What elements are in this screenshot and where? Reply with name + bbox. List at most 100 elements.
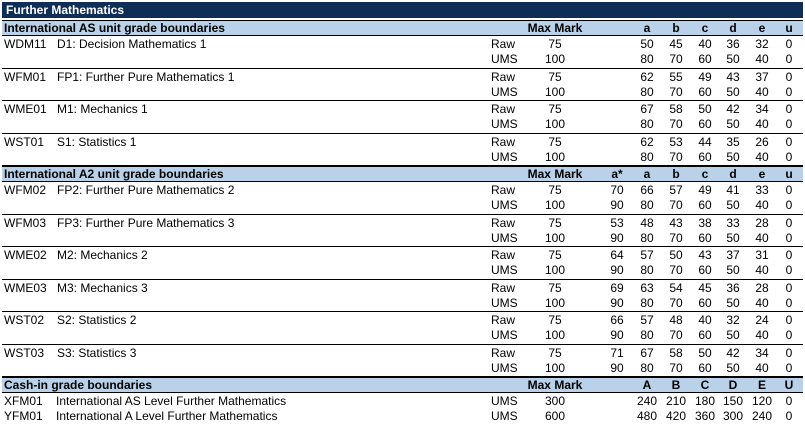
grade-boundary: 40: [755, 52, 769, 66]
raw-line: WFM01 FP1: Further Pure Mathematics 1 Raw 7…: [2, 70, 803, 85]
max-mark: 100: [544, 360, 566, 375]
grade-boundary: 50: [726, 328, 740, 342]
unit-code: WME02: [4, 248, 47, 262]
grade-boundary: 70: [669, 52, 683, 66]
grade-header: A: [642, 378, 652, 392]
grade-boundary: 0: [785, 102, 793, 116]
grade-boundary: 38: [698, 215, 712, 230]
grade-boundary: 58: [669, 345, 683, 360]
ums-line: UMS 100 90 80 70 60 50 40 0: [2, 361, 803, 376]
grade-header: b: [672, 167, 680, 181]
grade-boundary: 42: [726, 345, 740, 360]
grade-boundary: 34: [755, 102, 769, 116]
grade-boundary: 120: [751, 394, 773, 408]
grade-boundary: 40: [755, 84, 769, 99]
grade-boundary: 90: [610, 360, 624, 375]
mark-type: Raw: [491, 183, 516, 197]
grade-boundary: 40: [755, 117, 769, 131]
grade-header: E: [757, 378, 766, 392]
unit-name: FP3: Further Pure Mathematics 3: [57, 215, 235, 230]
grade-boundary: 50: [698, 102, 712, 116]
grade-boundary: 60: [698, 84, 712, 99]
grade-boundary: 40: [755, 198, 769, 212]
mark-type: Raw: [491, 102, 516, 116]
cashin-line: XFM01 International AS Level Further Math…: [2, 394, 803, 409]
grade-boundary: 0: [785, 345, 793, 360]
grade-boundary: 53: [669, 134, 683, 149]
unit-row: WFM03 FP3: Further Pure Mathematics 3 Raw 7…: [2, 215, 803, 247]
unit-name: S3: Statistics 3: [57, 345, 137, 360]
grade-boundary: 50: [726, 263, 740, 277]
grade-boundary: 0: [785, 280, 793, 295]
grade-boundary: 48: [669, 313, 683, 327]
grade-boundary: 44: [698, 134, 712, 149]
mark-type: UMS: [491, 409, 518, 423]
max-mark-header: Max Mark: [527, 21, 583, 35]
grade-header: a*: [611, 167, 623, 181]
grade-boundary: 0: [785, 134, 793, 149]
unit-row: WDM11 D1: Decision Mathematics 1 Raw 75 50 45…: [2, 36, 803, 69]
grade-boundary: 60: [698, 263, 712, 277]
mark-type: UMS: [491, 52, 518, 66]
grade-boundary: 90: [610, 198, 624, 212]
raw-line: WME01 M1: Mechanics 1 Raw 75 67 58 50 42 34 0: [2, 102, 803, 117]
grade-boundary: 60: [698, 328, 712, 342]
max-mark-header: Max Mark: [527, 167, 583, 181]
grade-boundary: 58: [669, 102, 683, 116]
raw-line: WME03 M3: Mechanics 3 Raw 75 69 63 54 45 36 28 0: [2, 281, 803, 296]
unit-row: WFM02 FP2: Further Pure Mathematics 2 Raw 7…: [2, 182, 803, 215]
qualification-code: YFM01: [4, 409, 43, 423]
max-mark: 75: [548, 345, 562, 360]
grade-boundary: 40: [755, 360, 769, 375]
max-mark: 100: [544, 84, 566, 99]
grade-boundary: 80: [640, 198, 654, 212]
unit-row: WME02 M2: Mechanics 2 Raw 75 64 57 50 43 37 31 0 UM…: [2, 247, 803, 280]
grade-boundary: 0: [785, 198, 793, 212]
ums-line: UMS 100 90 80 70 60 50 40 0: [2, 231, 803, 246]
max-mark: 100: [544, 117, 566, 131]
grade-boundary: 45: [698, 280, 712, 295]
grade-boundary: 70: [669, 328, 683, 342]
max-mark: 100: [544, 198, 566, 212]
mark-type: UMS: [491, 328, 518, 342]
grade-boundary: 60: [698, 198, 712, 212]
section-header: Cash-in grade boundaries Max Mark A B C D E U: [2, 377, 803, 393]
grade-boundary: 28: [755, 280, 769, 295]
qualification-name: International AS Level Further Mathemati…: [56, 394, 287, 408]
grade-boundary: 90: [610, 295, 624, 310]
grade-boundary: 40: [755, 230, 769, 245]
grade-boundary: 48: [640, 215, 654, 230]
max-mark: 75: [548, 183, 562, 197]
unit-name: FP1: Further Pure Mathematics 1: [57, 69, 235, 84]
grade-boundaries-document: Further Mathematics International AS uni…: [2, 2, 803, 423]
cashin-rows: XFM01 International AS Level Further Math…: [2, 393, 803, 423]
max-mark: 75: [548, 37, 562, 51]
grade-boundary: 43: [669, 215, 683, 230]
grade-header: u: [785, 167, 793, 181]
grade-boundary: 40: [755, 328, 769, 342]
grade-boundary: 300: [722, 409, 744, 423]
grade-boundary: 28: [755, 215, 769, 230]
grade-boundary: 53: [610, 215, 624, 230]
grade-boundary: 50: [726, 230, 740, 245]
raw-line: WST02 S2: Statistics 2 Raw 75 66 57 48 40 32 24 0: [2, 313, 803, 328]
max-mark: 100: [544, 52, 566, 66]
max-mark-header: Max Mark: [527, 378, 583, 392]
grade-boundary: 80: [640, 360, 654, 375]
grade-boundary: 60: [698, 230, 712, 245]
grade-boundary: 0: [785, 360, 793, 375]
grade-boundary: 37: [726, 248, 740, 262]
grade-header: a: [643, 167, 651, 181]
max-mark: 75: [548, 134, 562, 149]
section-header: International AS unit grade boundaries Ma…: [2, 20, 803, 36]
max-mark: 600: [544, 409, 566, 423]
unit-row: WME01 M1: Mechanics 1 Raw 75 67 58 50 42 34 0 UMS 1…: [2, 101, 803, 134]
section-heading: International A2 unit grade boundaries: [4, 167, 224, 181]
grade-boundary: 57: [640, 248, 654, 262]
grade-boundary: 480: [636, 409, 658, 423]
grade-header: d: [729, 21, 737, 35]
grade-boundary: 70: [669, 360, 683, 375]
grade-boundary: 0: [785, 328, 793, 342]
grade-boundary: 67: [640, 345, 654, 360]
mark-type: Raw: [491, 37, 516, 51]
